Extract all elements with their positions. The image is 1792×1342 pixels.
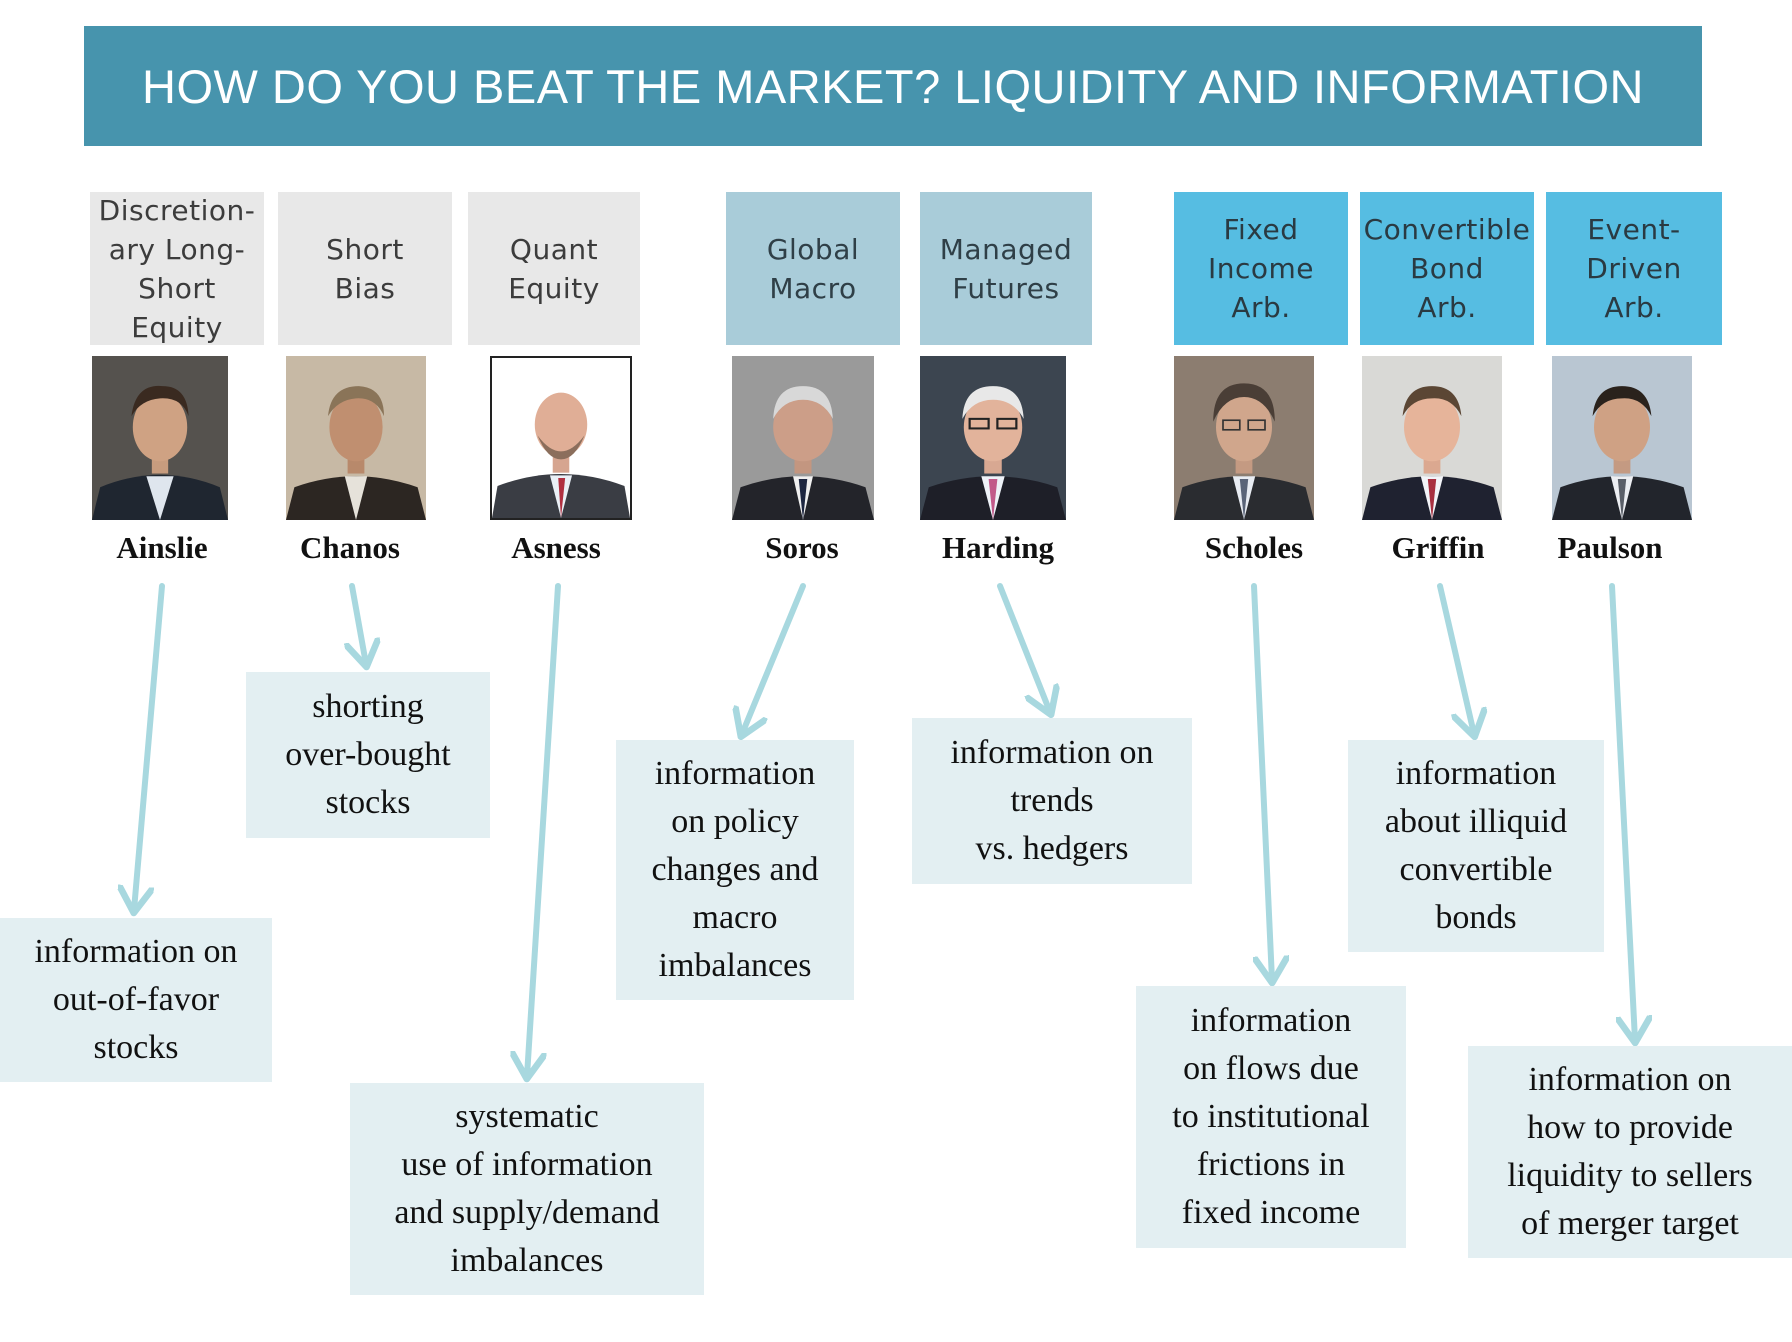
arrow-harding	[997, 583, 1050, 712]
strategy-header-short-bias: Short Bias	[278, 192, 452, 345]
portrait-chanos	[286, 356, 426, 520]
manager-name-scholes: Scholes	[1204, 530, 1304, 565]
portrait-griffin	[1362, 356, 1502, 520]
strategy-header-managed-futures: Managed Futures	[920, 192, 1092, 345]
manager-name-chanos: Chanos	[300, 530, 400, 565]
description-asness: systematic use of information and supply…	[350, 1083, 704, 1295]
page-title: HOW DO YOU BEAT THE MARKET? LIQUIDITY AN…	[84, 26, 1702, 146]
strategy-header-quant-equity: Quant Equity	[468, 192, 640, 345]
strategy-header-event-driven-arb: Event- Driven Arb.	[1546, 192, 1722, 345]
strategy-header-convertible-bond-arb: Convertible Bond Arb.	[1360, 192, 1534, 345]
arrow-griffin	[1437, 583, 1474, 734]
manager-name-griffin: Griffin	[1391, 530, 1485, 565]
manager-name-ainslie: Ainslie	[116, 530, 208, 565]
portrait-scholes	[1174, 356, 1314, 520]
description-soros: information on policy changes and macro …	[616, 740, 854, 1000]
strategy-header-global-macro: Global Macro	[726, 192, 900, 345]
arrow-scholes	[1251, 583, 1272, 980]
manager-name-asness: Asness	[511, 530, 601, 565]
description-paulson: information on how to provide liquidity …	[1468, 1046, 1792, 1258]
description-chanos: shorting over-bought stocks	[246, 672, 490, 838]
manager-name-paulson: Paulson	[1557, 530, 1663, 565]
arrow-soros	[742, 583, 806, 734]
manager-name-harding: Harding	[942, 530, 1054, 565]
arrow-ainslie	[134, 583, 165, 910]
portrait-soros	[732, 356, 874, 520]
strategy-header-long-short-equity: Discretion- ary Long- Short Equity	[90, 192, 264, 345]
description-scholes: information on flows due to institutiona…	[1136, 986, 1406, 1248]
portrait-asness	[490, 356, 632, 520]
arrow-asness	[527, 583, 561, 1076]
description-ainslie: information on out-of-favor stocks	[0, 918, 272, 1082]
arrow-chanos	[352, 583, 366, 664]
strategy-header-fixed-income-arb: Fixed Income Arb.	[1174, 192, 1348, 345]
arrow-paulson	[1609, 583, 1635, 1040]
portrait-harding	[920, 356, 1066, 520]
portrait-ainslie	[92, 356, 228, 520]
description-griffin: information about illiquid convertible b…	[1348, 740, 1604, 952]
description-harding: information on trends vs. hedgers	[912, 718, 1192, 884]
manager-name-soros: Soros	[765, 530, 839, 565]
portrait-paulson	[1552, 356, 1692, 520]
